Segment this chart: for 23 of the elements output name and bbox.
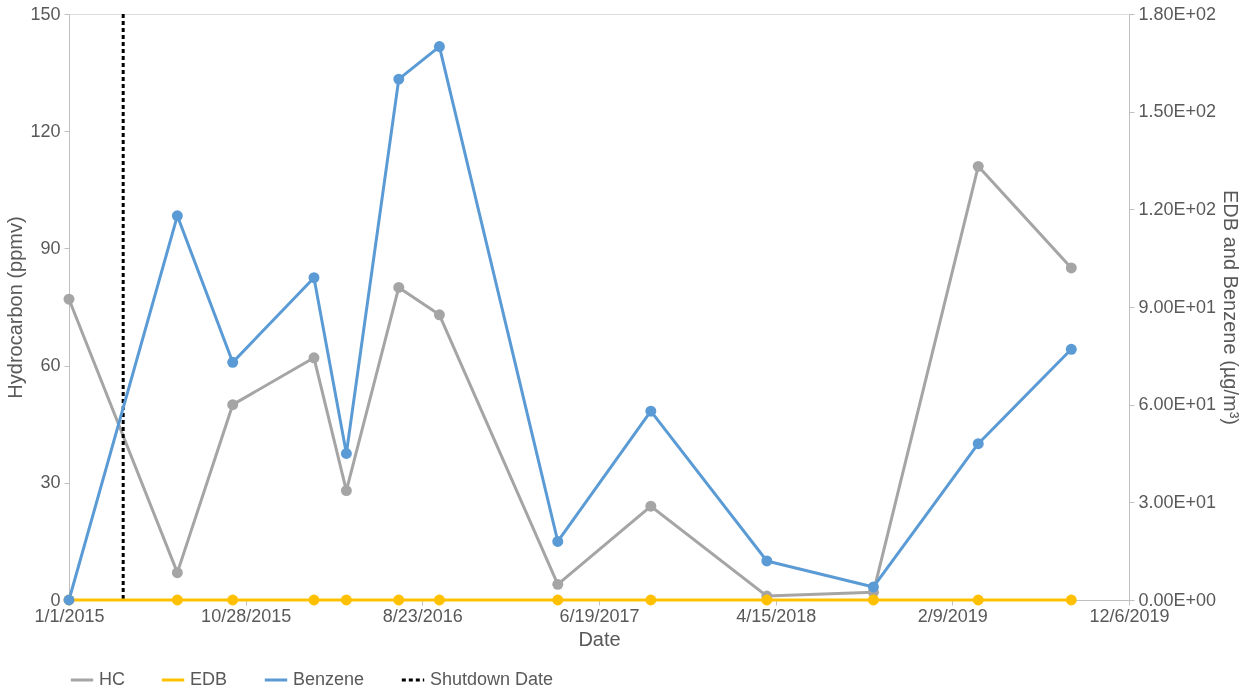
x-axis-title: Date xyxy=(578,627,621,650)
x-tick-label: 6/19/2017 xyxy=(559,605,640,626)
y2-tick-label: 9.00E+01 xyxy=(1138,296,1217,317)
legend-label: HC xyxy=(99,669,125,689)
x-tick-label: 2/9/2019 xyxy=(917,605,988,626)
y2-tick-label: 3.00E+01 xyxy=(1138,491,1217,512)
legend-label: EDB xyxy=(190,669,228,689)
y2-tick-label: 1.20E+02 xyxy=(1138,198,1217,219)
y-tick-label: 90 xyxy=(40,237,61,258)
y2-tick-label: 1.50E+02 xyxy=(1138,101,1217,122)
legend-label: Benzene xyxy=(293,669,365,689)
legend-label: Shutdown Date xyxy=(430,669,554,689)
x-tick-label: 4/15/2018 xyxy=(736,605,817,626)
y2-axis-title: EDB and Benzene (µg/m³) xyxy=(1220,190,1243,425)
y2-tick-label: 6.00E+01 xyxy=(1138,394,1217,415)
y-tick-label: 60 xyxy=(40,355,61,376)
y-tick-label: 30 xyxy=(40,472,61,493)
x-tick-label: 10/28/2015 xyxy=(201,605,292,626)
y-tick-label: 120 xyxy=(30,120,61,141)
y2-tick-label: 1.80E+02 xyxy=(1138,3,1217,24)
x-tick-label: 8/23/2016 xyxy=(382,605,463,626)
y-tick-label: 150 xyxy=(30,3,61,24)
y-axis-title: Hydrocarbon (ppmv) xyxy=(4,216,27,399)
